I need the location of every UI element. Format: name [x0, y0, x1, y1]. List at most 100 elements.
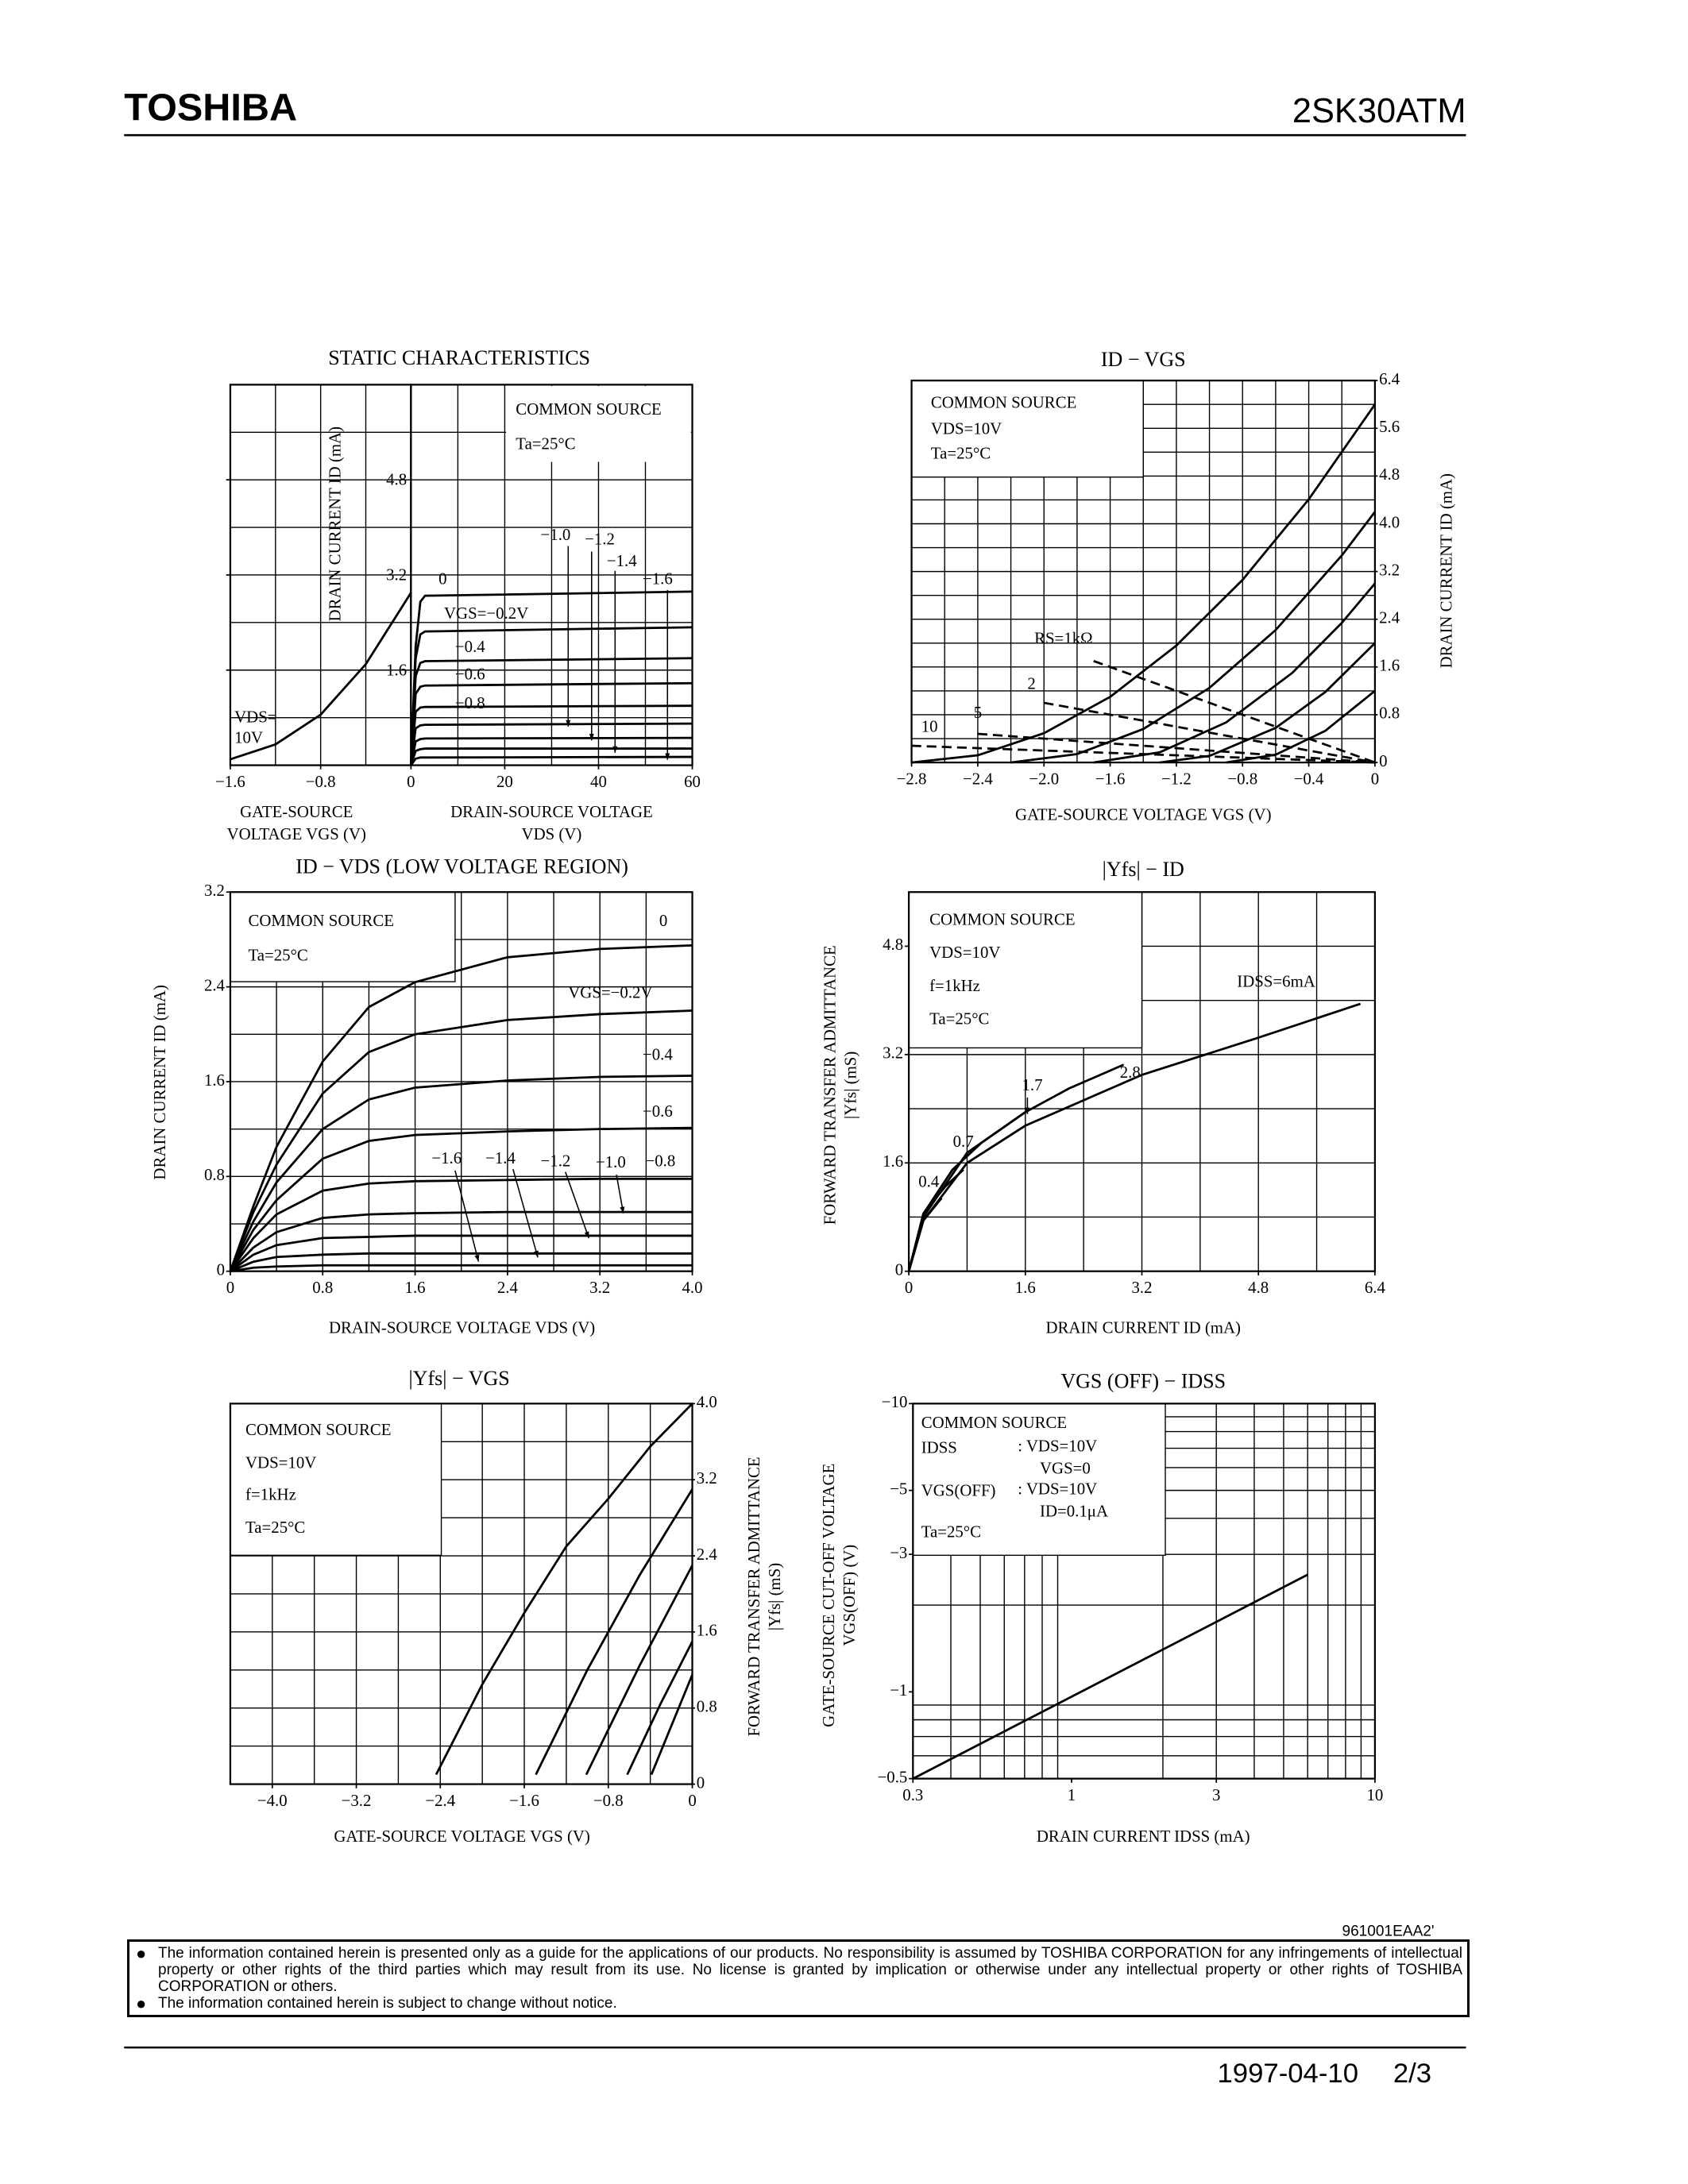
x-tick-label: 20	[496, 772, 513, 791]
y-tick-label: −1	[890, 1680, 907, 1700]
y-tick-label: 2.4	[1379, 608, 1400, 627]
curve	[409, 722, 693, 766]
curve-label: −1.2	[585, 529, 615, 548]
x-axis-label: GATE-SOURCE	[240, 802, 353, 821]
x-axis-label: DRAIN CURRENT IDSS (mA)	[1037, 1827, 1250, 1846]
y-tick-label: −5	[890, 1479, 907, 1498]
curve-label: VGS=−0.2V	[568, 983, 652, 1002]
curve-label: 0.7	[953, 1132, 974, 1151]
annotation: Ta=25°C	[929, 1009, 989, 1028]
document-code: 961001EAA2'	[1342, 1923, 1434, 1939]
x-tick-label: −2.8	[897, 769, 927, 788]
curve-label: 2	[1027, 674, 1035, 693]
curve-label: VGS=−0.2V	[444, 604, 528, 623]
y-tick-label: 0	[217, 1260, 225, 1279]
y-tick-label: −0.5	[878, 1767, 908, 1786]
x-tick-label: 1.6	[1015, 1278, 1036, 1297]
x-tick-label: −1.6	[1095, 769, 1126, 788]
arrow-head	[584, 1231, 589, 1239]
y-axis-label: DRAIN CURRENT ID (mA)	[150, 985, 169, 1180]
curve-label: −1.6	[431, 1148, 462, 1167]
arrow	[565, 1171, 590, 1239]
y-tick-label: 4.8	[883, 935, 903, 954]
curve-label: −1.0	[541, 525, 571, 544]
curve	[410, 747, 693, 766]
annotation: VGS(OFF)	[921, 1480, 996, 1499]
disclaimer-item: The information contained herein is subj…	[136, 1995, 1462, 2012]
footer-page: 2/3	[1393, 2059, 1431, 2089]
chart-title: |Yfs| − ID	[1103, 858, 1184, 881]
annotation: : VDS=10V	[1018, 1437, 1097, 1456]
chart-title: ID − VGS	[1101, 348, 1186, 371]
curve	[409, 736, 693, 766]
curve	[585, 1565, 693, 1776]
x-tick-label: 1.6	[405, 1278, 426, 1297]
curve-label: 2.8	[1120, 1063, 1141, 1082]
x-tick-label: 2.4	[497, 1278, 519, 1297]
x-tick-label: 1	[1068, 1785, 1076, 1804]
curve-label: IDSS=6mA	[1237, 972, 1315, 991]
y-axis-label: |Yfs| (mS)	[765, 1563, 784, 1630]
curve	[230, 592, 412, 761]
annotation: IDSS	[921, 1437, 957, 1457]
arrow-head	[589, 734, 594, 741]
curve-label: −0.6	[455, 664, 485, 683]
y-tick-label: 1.6	[883, 1152, 903, 1171]
x-tick-label: 4.8	[1248, 1278, 1269, 1297]
x-tick-label: 40	[590, 772, 607, 791]
annotation: COMMON SOURCE	[921, 1413, 1067, 1432]
curve	[911, 744, 1375, 764]
y-tick-label: 0	[697, 1773, 705, 1792]
plot-frame	[912, 1403, 1377, 1780]
curve	[907, 1197, 943, 1272]
y-tick-label: 4.0	[1379, 512, 1400, 531]
x-axis-label: DRAIN-SOURCE VOLTAGE VDS (V)	[329, 1318, 595, 1337]
y-tick-label: −10	[882, 1392, 908, 1411]
curve	[626, 1641, 693, 1776]
curve	[229, 1009, 693, 1272]
curve	[229, 1210, 693, 1272]
curve-label: −0.8	[455, 693, 485, 712]
x-tick-label: −2.4	[963, 769, 993, 788]
annotation: VGS=0	[1040, 1458, 1091, 1477]
x-tick-label: 0	[905, 1278, 913, 1297]
arrow-head	[1025, 1107, 1030, 1114]
y-tick-label: 6.4	[1379, 369, 1400, 388]
curve	[230, 1264, 693, 1273]
x-axis-label: VDS (V)	[522, 824, 582, 843]
arrow-head	[665, 753, 670, 760]
annotation: Ta=25°C	[248, 946, 307, 965]
y-tick-label: 0.8	[1379, 704, 1400, 723]
y-tick-label: −3	[890, 1543, 907, 1562]
x-tick-label: −0.8	[593, 1791, 624, 1810]
curve-label: RS=1kΩ	[1034, 628, 1093, 647]
arrow	[616, 1175, 624, 1214]
y-tick-label: 3.2	[697, 1468, 717, 1488]
x-tick-label: −2.4	[425, 1791, 455, 1810]
x-tick-label: 3.2	[1131, 1278, 1152, 1297]
x-tick-label: −2.0	[1029, 769, 1059, 788]
x-tick-label: 60	[684, 772, 701, 791]
y-axis-label: FORWARD TRANSFER ADMITTANCE	[821, 945, 840, 1225]
annotation: VDS=10V	[931, 419, 1002, 438]
annotation-box	[910, 380, 1144, 478]
y-axis-label: FORWARD TRANSFER ADMITTANCE	[744, 1457, 763, 1736]
curve-label: 0.4	[918, 1171, 940, 1190]
curve-label: −1.4	[485, 1148, 516, 1167]
arrow	[454, 1170, 480, 1262]
chart-title: |Yfs| − VGS	[408, 1367, 509, 1390]
y-axis-label: DRAIN CURRENT ID (mA)	[325, 426, 344, 622]
curve	[1093, 582, 1376, 764]
x-tick-label: 3.2	[589, 1278, 610, 1297]
y-tick-label: 0	[1379, 751, 1387, 770]
x-tick-label: −0.4	[1294, 769, 1324, 788]
curve-label: −0.4	[643, 1045, 673, 1064]
arrow	[512, 1169, 539, 1258]
y-axis-label: |Yfs| (mS)	[841, 1051, 860, 1119]
annotation: VDS=10V	[929, 943, 1000, 962]
curve-label: −1.6	[643, 569, 673, 588]
curve	[911, 403, 1377, 764]
curve-label: −0.4	[455, 637, 485, 656]
